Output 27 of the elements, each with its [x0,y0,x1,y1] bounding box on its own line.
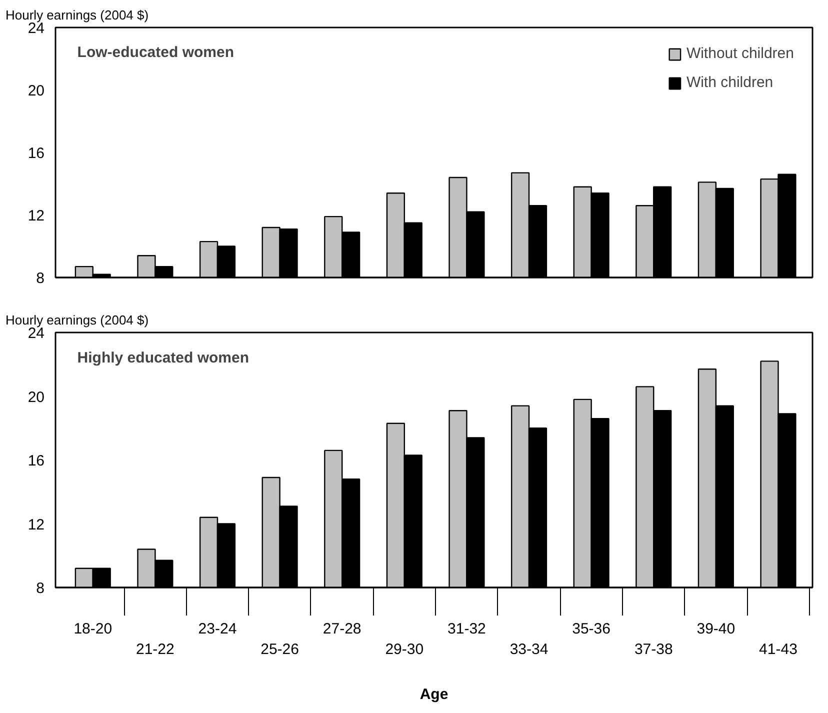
y-tick-label: 20 [28,82,45,100]
x-tick-label: 25-26 [260,640,299,658]
x-tick-label: 41-43 [759,640,798,658]
y-tick-label: 16 [28,145,45,162]
y-tick-label: 12 [28,208,45,224]
text: Low-educated women [77,44,234,61]
x-tick-label: 33-34 [510,640,548,658]
x-tick-label: 29-30 [385,640,424,658]
x-tick-label: 37-38 [634,640,673,658]
y-tick-label: 16 [28,452,45,470]
x-tick-label: 21-22 [136,640,174,658]
x-tick-label: 23-24 [198,620,237,638]
x-tick-label: 35-36 [572,620,611,638]
x-tick-label: 39-40 [696,620,736,638]
y-tick-label: 8 [36,270,44,287]
y-tick-label: 12 [28,516,45,534]
x-tick-label: 27-28 [322,620,362,638]
y-tick-label: 8 [36,580,44,597]
x-tick-label: 18-20 [74,620,112,638]
y-tick-label: 20 [28,388,45,406]
legend-label: With children [686,74,774,91]
y-axis-title: Hourly earnings (2004 $) [6,8,149,22]
legend-label: Without children [686,45,794,62]
x-axis-title: Age [420,686,448,703]
y-axis-title: Hourly earnings (2004 $) [6,312,149,328]
text: Highly educated women [77,350,250,366]
x-tick-label: 31-32 [448,620,486,638]
